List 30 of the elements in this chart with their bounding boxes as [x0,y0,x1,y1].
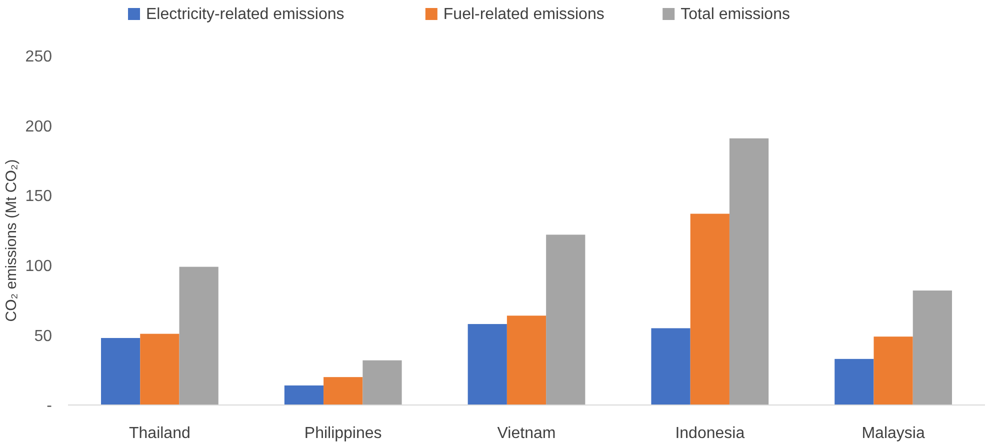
legend-label: Total emissions [680,6,790,23]
bar [874,336,913,405]
bar [179,266,218,405]
x-tick-label: Thailand [129,425,190,442]
y-tick-label: 150 [25,188,52,206]
y-tick-label: - [46,398,52,415]
y-tick-label: 200 [25,118,52,136]
y-axis-title: CO₂ emissions (Mt CO₂) [3,159,20,322]
x-tick-label: Vietnam [497,425,556,442]
bar [324,377,363,405]
x-tick-label: Malaysia [862,425,925,442]
bar [468,324,507,405]
x-tick-label: Indonesia [675,425,745,442]
bar [729,138,769,405]
bar [140,334,180,405]
bar [912,290,952,405]
y-tick-label: 250 [25,48,52,66]
bar [690,214,730,405]
legend-label: Fuel-related emissions [443,6,604,23]
bar [101,338,140,405]
bar [546,234,586,405]
legend-label: Electricity-related emissions [146,6,344,23]
y-tick-label: 50 [34,328,52,345]
x-tick-label: Philippines [304,425,382,442]
bar [506,316,546,405]
bar [284,385,324,405]
bar [651,328,690,405]
bar [362,360,402,405]
bar [834,358,874,405]
y-tick-label: 100 [25,258,52,275]
